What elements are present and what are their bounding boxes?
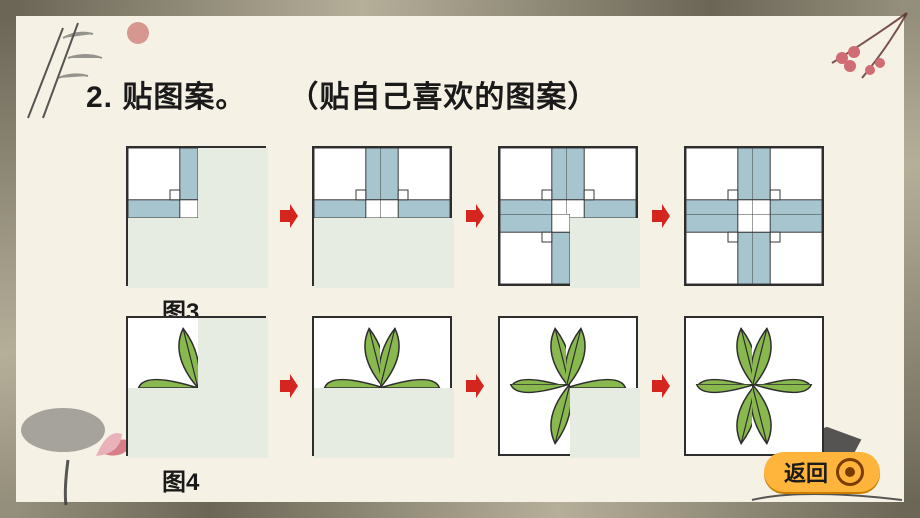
petal-quadrant	[686, 384, 756, 454]
back-button[interactable]: 返回	[764, 452, 880, 492]
pattern-tile	[684, 316, 824, 456]
stripe-quadrant	[128, 148, 198, 218]
petal-quadrant	[752, 318, 822, 388]
exercise-title: 2. 贴图案。 （贴自己喜欢的图案）	[86, 72, 598, 116]
petal-quadrant	[686, 318, 756, 388]
petal-quadrant	[128, 318, 198, 388]
pattern-row-a	[126, 146, 824, 286]
petal-quadrant	[752, 384, 822, 454]
arrow-icon	[280, 204, 298, 228]
back-button-label: 返回	[784, 456, 828, 488]
stripe-quadrant	[500, 148, 570, 218]
plum-ink-icon	[792, 8, 912, 98]
arrow-icon	[652, 374, 670, 398]
stripe-quadrant	[314, 148, 384, 218]
petal-quadrant	[314, 318, 384, 388]
pattern-tile	[498, 316, 638, 456]
arrow-icon	[652, 204, 670, 228]
petal-quadrant	[566, 318, 636, 388]
back-target-icon	[836, 458, 864, 486]
title-parenthetical: （贴自己喜欢的图案）	[288, 72, 598, 116]
stripe-quadrant	[752, 148, 822, 218]
arrow-icon	[466, 204, 484, 228]
petal-quadrant	[500, 384, 570, 454]
stripe-quadrant	[380, 148, 450, 218]
pattern-tile	[312, 146, 452, 286]
figure-label-4: 图4	[162, 462, 199, 497]
stripe-quadrant	[566, 148, 636, 218]
stripe-quadrant	[686, 148, 756, 218]
pattern-tile	[126, 316, 266, 456]
stripe-quadrant	[752, 214, 822, 284]
arrow-icon	[466, 374, 484, 398]
stripe-quadrant	[686, 214, 756, 284]
pattern-tile	[498, 146, 638, 286]
petal-quadrant	[500, 318, 570, 388]
petal-quadrant	[380, 318, 450, 388]
pattern-tile	[684, 146, 824, 286]
arrow-icon	[280, 374, 298, 398]
pattern-row-b	[126, 316, 824, 456]
pattern-tile	[126, 146, 266, 286]
stripe-quadrant	[500, 214, 570, 284]
title-main: 贴图案。	[122, 81, 246, 114]
title-number: 2.	[86, 81, 113, 114]
pattern-tile	[312, 316, 452, 456]
